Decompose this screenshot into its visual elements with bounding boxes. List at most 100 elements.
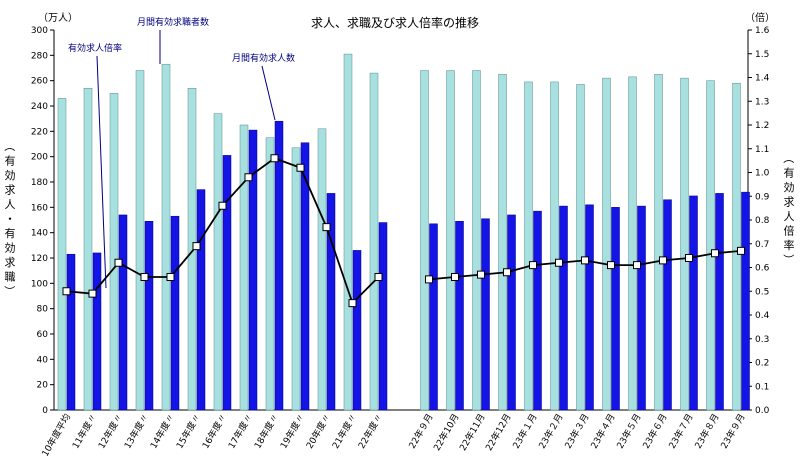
- ratio-point: [555, 258, 563, 267]
- bar-job-seekers: [213, 113, 223, 411]
- right-tick-label: 1.5: [755, 50, 769, 60]
- bar-job-openings: [715, 193, 724, 411]
- bar-job-seekers: [732, 82, 741, 411]
- right-tick-label: 0.4: [755, 311, 770, 321]
- axis-label-char: （: [3, 141, 16, 152]
- x-tick-label: 23年６月: [640, 412, 670, 451]
- x-tick-label: 22年９月: [406, 412, 436, 451]
- axis-label-char: 有: [5, 226, 16, 240]
- bar-job-openings: [585, 204, 594, 411]
- axis-label-char: 人: [5, 198, 16, 211]
- ratio-point: [114, 258, 123, 267]
- bar-job-seekers: [472, 70, 481, 411]
- axis-label-char: 倍: [784, 224, 795, 238]
- axis-label-char: ）: [3, 286, 16, 297]
- x-tick-label: 18年度〃: [251, 412, 281, 451]
- right-tick-label: 0.8: [755, 216, 770, 226]
- x-tick-label: 21年度〃: [329, 412, 359, 451]
- x-tick-label: 14年度〃: [147, 412, 177, 451]
- ratio-point: [270, 154, 279, 163]
- axis-label-char: 有: [5, 154, 16, 168]
- x-tick-label: 23年７月: [666, 412, 696, 451]
- annotation-job-openings-label: 月間有効求人数: [232, 52, 295, 64]
- x-tick-label: 23年８月: [692, 412, 722, 451]
- right-tick-label: 0.5: [755, 287, 769, 297]
- ratio-point: [62, 287, 71, 296]
- x-tick-label: 20年度〃: [303, 412, 333, 451]
- ratio-point: [737, 246, 745, 255]
- bar-job-seekers: [420, 70, 429, 411]
- x-tick-label: 23年９月: [718, 412, 748, 451]
- bar-job-openings: [507, 214, 516, 411]
- ratio-point: [633, 261, 641, 270]
- axis-label-char: 求: [784, 196, 795, 209]
- x-tick-label: 11年度〃: [69, 412, 99, 451]
- ratio-point: [711, 249, 719, 258]
- right-tick-label: 1.1: [755, 145, 769, 155]
- left-tick-label: 200: [31, 153, 48, 163]
- bar-job-openings: [352, 250, 362, 411]
- axis-label-char: 率: [784, 238, 795, 252]
- right-tick-label: 0.9: [755, 192, 770, 202]
- bar-job-openings: [170, 215, 180, 411]
- bar-job-openings: [92, 252, 102, 411]
- axis-label-char: ・: [5, 213, 16, 226]
- bar-job-openings: [663, 199, 672, 411]
- bar-job-openings: [429, 223, 438, 411]
- ratio-point: [88, 289, 97, 298]
- ratio-point: [659, 256, 667, 265]
- x-tick-label: 16年度〃: [199, 412, 229, 451]
- x-tick-label: 19年度〃: [277, 412, 307, 451]
- ratio-point: [503, 268, 511, 277]
- chart-title: 求人、求職及び求人倍率の推移: [311, 15, 479, 30]
- left-tick-label: 160: [31, 203, 48, 213]
- left-tick-label: 220: [31, 127, 48, 137]
- left-tick-label: 40: [37, 355, 49, 365]
- annotation-job-openings: 月間有効求人数: [232, 52, 295, 121]
- bar-job-seekers: [291, 147, 301, 411]
- axis-label-char: 求: [5, 184, 16, 197]
- bar-job-seekers: [109, 93, 119, 411]
- bar-job-seekers: [498, 74, 507, 411]
- axis-label-char: 効: [5, 241, 16, 255]
- left-tick-label: 240: [31, 102, 48, 112]
- bar-job-openings: [144, 221, 154, 411]
- annotation-job-seekers: 月間有効求職者数: [137, 16, 209, 64]
- ratio-point: [348, 299, 357, 308]
- left-tick-label: 300: [31, 26, 48, 36]
- bar-job-openings: [326, 193, 336, 411]
- left-unit: （万人）: [38, 12, 78, 24]
- ratio-point: [607, 261, 615, 270]
- ratio-point: [322, 223, 331, 232]
- ratio-point: [425, 275, 433, 284]
- bar-job-seekers: [524, 81, 533, 411]
- bar-job-openings: [455, 221, 464, 411]
- bar-job-openings: [559, 205, 568, 411]
- axis-label-char: 職: [5, 271, 16, 284]
- annotation-job-seekers-label: 月間有効求職者数: [137, 16, 209, 28]
- bar-job-openings: [689, 195, 698, 411]
- annotation-ratio: 有効求人倍率: [68, 42, 122, 289]
- right-tick-label: 0.6: [755, 264, 770, 274]
- x-tick-label: 23年４月: [588, 412, 618, 451]
- bar-job-openings: [533, 210, 542, 411]
- bar-job-seekers: [317, 128, 327, 411]
- bar-job-seekers: [628, 76, 637, 411]
- x-tick-label: 17年度〃: [225, 412, 255, 451]
- left-tick-label: 260: [31, 77, 48, 87]
- right-tick-label: 1.4: [755, 74, 770, 84]
- bar-job-openings: [637, 205, 646, 411]
- bar-job-seekers: [239, 124, 249, 411]
- ratio-point: [451, 273, 459, 281]
- axis-label-char: ）: [782, 254, 795, 265]
- x-tick-label: 23年５月: [614, 412, 644, 451]
- bar-job-seekers: [706, 80, 715, 411]
- bar-job-seekers: [83, 88, 93, 411]
- bar-job-seekers: [343, 53, 353, 411]
- right-tick-label: 0.3: [755, 335, 769, 345]
- bar-job-seekers: [369, 72, 379, 411]
- ratio-point: [218, 201, 227, 210]
- left-tick-label: 280: [31, 51, 48, 61]
- bar-job-openings: [741, 191, 750, 411]
- right-unit: （倍）: [745, 11, 775, 24]
